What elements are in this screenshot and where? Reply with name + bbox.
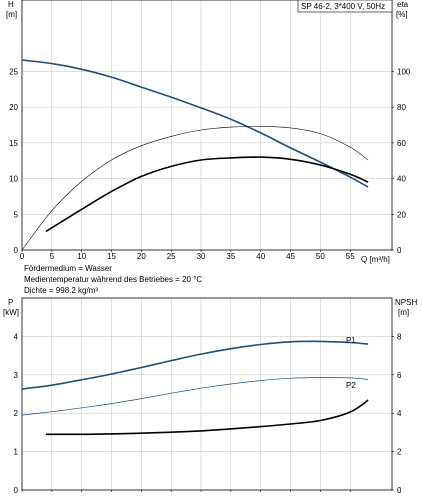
bottom-y-right-label: NPSH bbox=[395, 298, 417, 307]
y-left-tick-label: 3 bbox=[14, 371, 19, 380]
y-right-tick-label: 100 bbox=[397, 67, 411, 76]
y-left-tick-label: 5 bbox=[14, 210, 19, 219]
bottom-y-left-unit: [kW] bbox=[3, 308, 19, 317]
series-p1-line bbox=[21, 340, 369, 390]
x-tick-label: 45 bbox=[286, 252, 295, 261]
top-y-left-label: H bbox=[8, 0, 14, 9]
y-right-tick-label: 4 bbox=[397, 409, 402, 418]
series-label-p1: P1 bbox=[346, 336, 356, 345]
x-tick-label: 5 bbox=[50, 252, 55, 261]
pump-label: SP 46-2, 3*400 V, 50Hz bbox=[301, 2, 385, 11]
note-density: Dichte = 998.2 kg/m³ bbox=[24, 286, 98, 295]
bottom-grid bbox=[22, 298, 392, 490]
series-npsh-line bbox=[45, 399, 369, 436]
y-right-tick-label: 20 bbox=[397, 210, 406, 219]
top-x-label: Q [m³/h] bbox=[361, 255, 390, 264]
y-left-tick-label: 4 bbox=[14, 332, 19, 341]
top-plot-frame bbox=[21, 0, 393, 251]
series-h-line bbox=[21, 59, 369, 188]
y-left-tick-label: 1 bbox=[14, 448, 19, 457]
x-tick-label: 15 bbox=[107, 252, 116, 261]
top-series-group bbox=[21, 59, 369, 251]
x-tick-label: 0 bbox=[20, 252, 25, 261]
top-grid bbox=[22, 0, 392, 250]
bottom-tick-labels: 0 1 2 3 4 0 2 4 6 8 bbox=[14, 332, 402, 495]
x-tick-label: 25 bbox=[167, 252, 176, 261]
x-tick-label: 30 bbox=[197, 252, 206, 261]
y-right-tick-label: 8 bbox=[397, 332, 402, 341]
power-npsh-chart: 0 1 2 3 4 0 2 4 6 8 P [kW] NPSH [m] P1 P2 bbox=[3, 297, 417, 495]
series-eta-line bbox=[21, 126, 369, 251]
y-right-tick-label: 6 bbox=[397, 371, 402, 380]
y-left-tick-label: 10 bbox=[9, 175, 18, 184]
top-y-left-unit: [m] bbox=[6, 10, 17, 19]
medium-notes: Fördermedium = Wasser Medientemperatur w… bbox=[24, 264, 202, 295]
y-right-tick-label: 80 bbox=[397, 103, 406, 112]
x-tick-label: 50 bbox=[316, 252, 325, 261]
x-tick-label: 55 bbox=[346, 252, 355, 261]
y-right-tick-label: 0 bbox=[397, 246, 402, 255]
note-temperature: Medientemperatur während des Betriebes =… bbox=[24, 275, 202, 284]
bottom-y-left-label: P bbox=[8, 298, 13, 307]
top-y-right-unit: [%] bbox=[396, 10, 408, 19]
pump-label-box bbox=[297, 0, 393, 13]
bottom-y-right-unit: [m] bbox=[398, 308, 409, 317]
x-tick-label: 40 bbox=[256, 252, 265, 261]
head-efficiency-chart: 0 5 10 15 20 25 30 35 40 45 50 55 0 5 10 15 20 25 0 20 40 60 8… bbox=[6, 0, 411, 264]
top-y-right-label: eta bbox=[397, 0, 409, 9]
y-left-tick-label: 2 bbox=[14, 409, 19, 418]
series-h-duty-line bbox=[45, 156, 369, 233]
bottom-series-group bbox=[21, 340, 369, 436]
series-label-p2: P2 bbox=[346, 381, 356, 390]
y-right-tick-label: 0 bbox=[397, 486, 402, 495]
y-right-tick-label: 60 bbox=[397, 139, 406, 148]
series-p2-line bbox=[21, 377, 369, 416]
y-right-tick-label: 2 bbox=[397, 448, 402, 457]
x-tick-label: 35 bbox=[226, 252, 235, 261]
x-tick-label: 10 bbox=[77, 252, 86, 261]
y-left-tick-label: 0 bbox=[14, 486, 19, 495]
x-tick-label: 20 bbox=[137, 252, 146, 261]
y-right-tick-label: 40 bbox=[397, 175, 406, 184]
y-left-tick-label: 25 bbox=[9, 67, 18, 76]
bottom-plot-frame bbox=[21, 297, 393, 491]
top-tick-labels: 0 5 10 15 20 25 30 35 40 45 50 55 0 5 10 15 20 25 0 20 40 60 8… bbox=[9, 67, 411, 261]
y-left-tick-label: 20 bbox=[9, 103, 18, 112]
y-left-tick-label: 15 bbox=[9, 139, 18, 148]
y-left-tick-label: 0 bbox=[14, 246, 19, 255]
note-medium: Fördermedium = Wasser bbox=[24, 264, 112, 273]
